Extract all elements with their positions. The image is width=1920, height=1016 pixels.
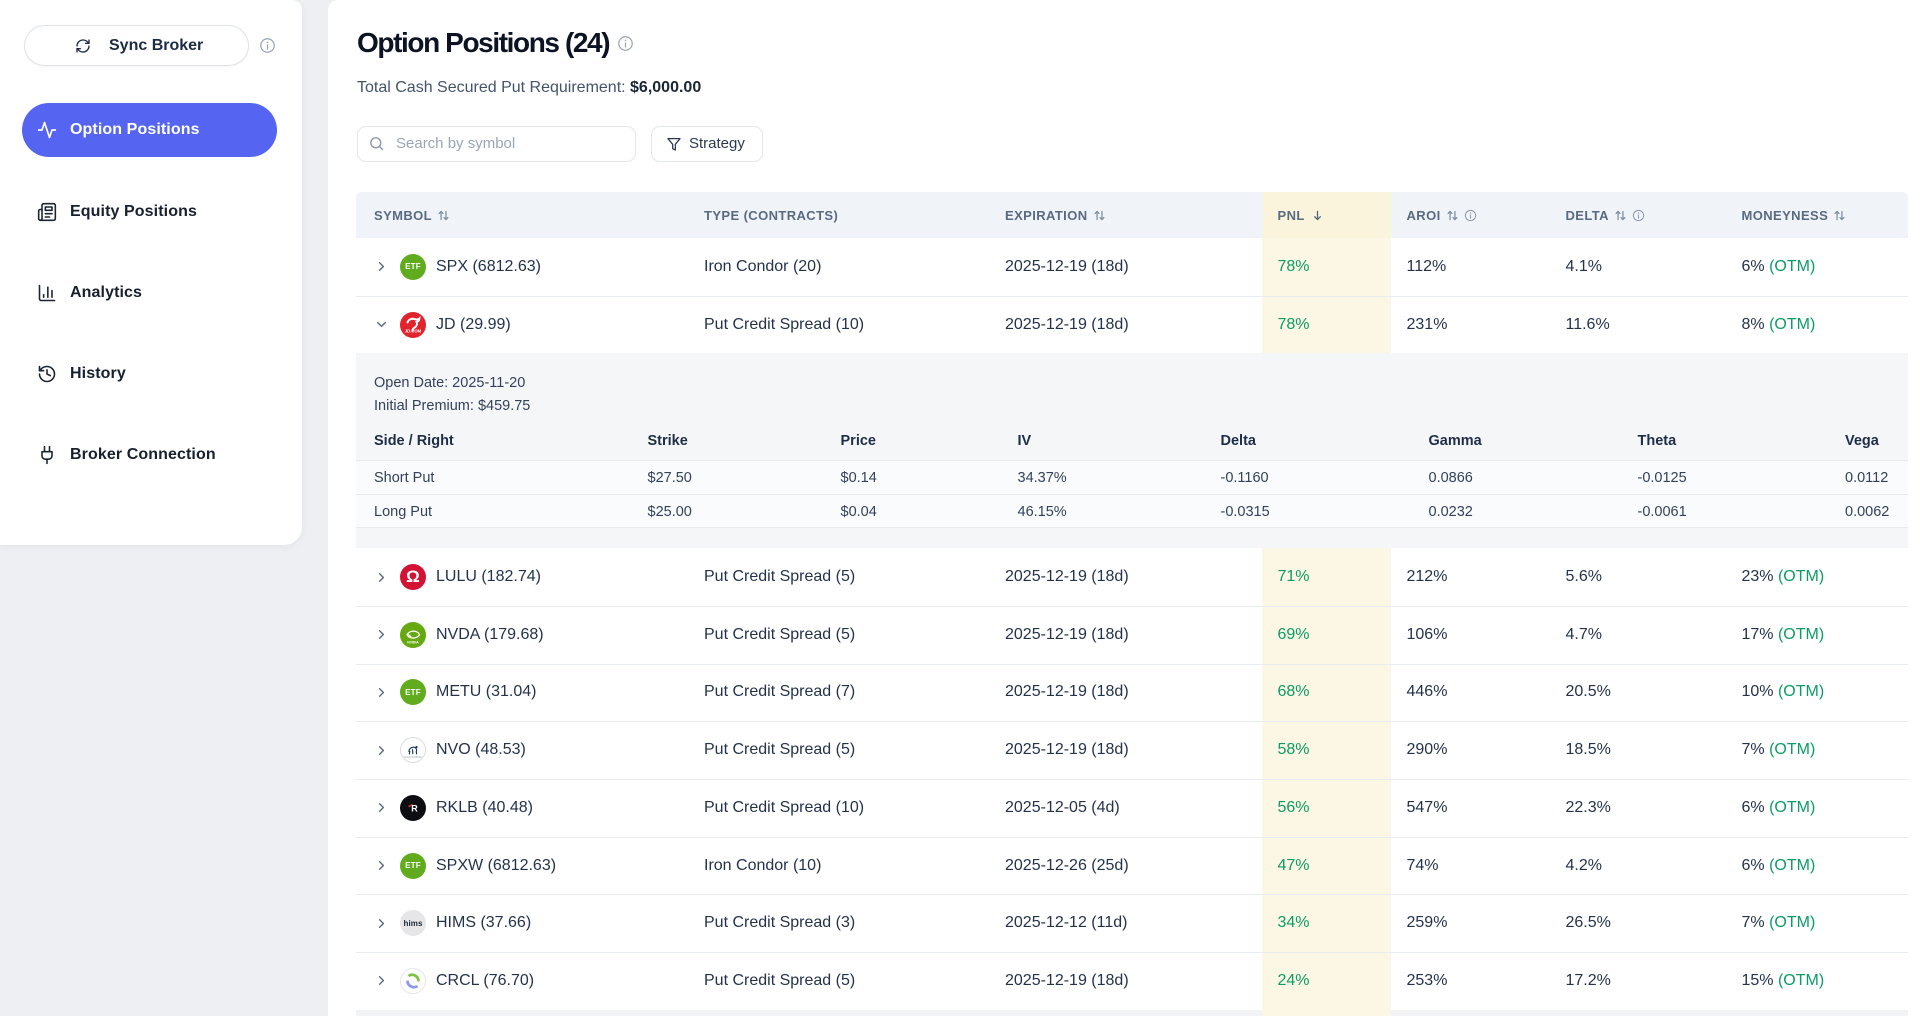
svg-text:R: R [411, 803, 418, 813]
svg-text:NVIDIA: NVIDIA [407, 640, 419, 644]
svg-text:JD.COM: JD.COM [405, 328, 422, 333]
svg-text:NOVO NORDISK: NOVO NORDISK [404, 756, 423, 759]
